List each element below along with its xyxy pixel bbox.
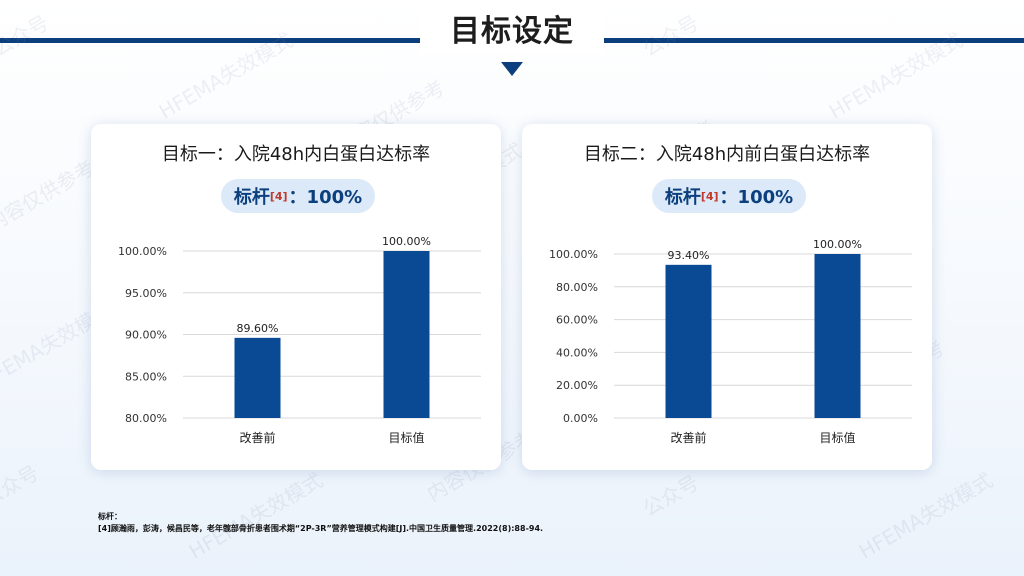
bar	[814, 254, 861, 418]
goal-card-title: 目标一：入院48h内白蛋白达标率	[161, 144, 431, 165]
benchmark-badge: 标杆 [4] ：100%	[221, 179, 375, 213]
watermark-text: 内容仅供参考	[0, 155, 99, 237]
y-tick-label: 90.00%	[125, 329, 167, 342]
footnote-reference: [4]顾瀚雨，彭涛，候昌民等，老年髋部骨折患者围术期“2P-3R”营养管理模式构…	[98, 524, 544, 533]
y-tick-label: 100.00%	[549, 248, 598, 261]
data-label: 93.40%	[668, 249, 710, 262]
watermark-text: HFEMA失效模式	[854, 467, 997, 564]
x-tick-label: 改善前	[239, 430, 275, 445]
benchmark-label: 标杆	[664, 187, 701, 208]
header-arrow-icon	[501, 62, 523, 76]
y-tick-label: 40.00%	[556, 346, 598, 359]
data-label: 100.00%	[813, 238, 862, 251]
bar	[665, 264, 712, 418]
bar-chart-prealbumin: 0.00% 20.00% 40.00% 60.00% 80.00% 100.00% 93.4…	[549, 238, 912, 445]
page-title-box: 目标设定	[420, 2, 604, 54]
y-tick-label: 85.00%	[125, 370, 167, 383]
bar	[383, 251, 430, 418]
y-tick-label: 95.00%	[125, 287, 167, 300]
y-tick-label: 100.00%	[118, 245, 167, 258]
bar	[234, 337, 281, 418]
footnote: 标杆： [4]顾瀚雨，彭涛，候昌民等，老年髋部骨折患者围术期“2P-3R”营养管…	[98, 511, 543, 535]
benchmark-value: ：100%	[719, 187, 794, 208]
benchmark-badge: 标杆 [4] ：100%	[652, 179, 806, 213]
y-tick-label: 20.00%	[556, 379, 598, 392]
x-tick-label: 目标值	[388, 430, 424, 445]
benchmark-value: ：100%	[288, 187, 363, 208]
x-tick-label: 改善前	[670, 430, 706, 445]
y-tick-label: 0.00%	[563, 412, 598, 425]
benchmark-ref: [4]	[269, 189, 288, 203]
data-label: 100.00%	[382, 235, 431, 248]
watermark-text: 公众号	[0, 460, 43, 512]
watermark-text: 公众号	[0, 10, 53, 62]
data-label: 89.60%	[237, 322, 279, 335]
benchmark-ref: [4]	[700, 189, 719, 203]
x-tick-label: 目标值	[819, 430, 855, 445]
goal-card-1: 目标一：入院48h内白蛋白达标率 标杆 [4] ：100% 80.00% 85.00%…	[91, 124, 501, 470]
goal-card-title: 目标二：入院48h内前白蛋白达标率	[583, 144, 871, 165]
y-tick-label: 80.00%	[556, 281, 598, 294]
benchmark-label: 标杆	[233, 187, 270, 208]
y-tick-label: 80.00%	[125, 412, 167, 425]
page-title: 目标设定	[450, 14, 574, 49]
watermark-text: 公众号	[638, 10, 703, 62]
footnote-heading: 标杆：	[98, 512, 122, 521]
bar-chart-albumin: 80.00% 85.00% 90.00% 95.00% 100.00% 89.60% 改善前…	[118, 235, 481, 445]
y-tick-label: 60.00%	[556, 314, 598, 327]
goal-card-2: 目标二：入院48h内前白蛋白达标率 标杆 [4] ：100% 0.00% 20.00%…	[522, 124, 932, 470]
watermark-text: 公众号	[638, 470, 703, 522]
